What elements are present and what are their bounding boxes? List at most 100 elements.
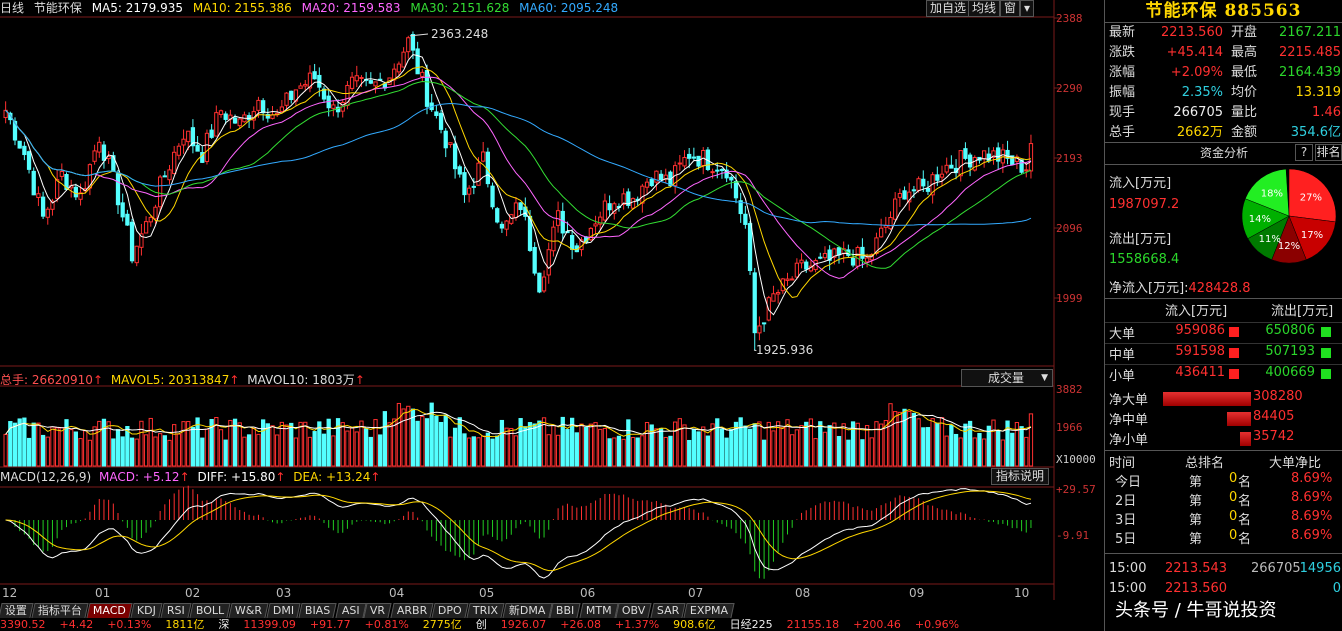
tab-dmi[interactable]: DMI — [266, 603, 302, 618]
candle-body — [232, 117, 238, 124]
tab-trix[interactable]: TRIX — [466, 603, 505, 618]
candle-body — [785, 278, 790, 281]
volume-tick: 1966 — [1056, 421, 1083, 434]
tab-new-dma[interactable]: 新DMA — [502, 603, 553, 618]
candle-body — [794, 262, 800, 278]
tab-indicator-platform[interactable]: 指标平台 — [31, 603, 89, 618]
net-flow-value: 84405 — [1253, 409, 1295, 424]
volume-bar — [991, 419, 996, 467]
volume-bar — [654, 428, 659, 467]
candle-body — [864, 257, 870, 263]
rank-time-header: 时间 — [1109, 456, 1136, 471]
tab-bbi[interactable]: BBI — [549, 603, 582, 618]
tab-rsi[interactable]: RSI — [160, 603, 192, 618]
volume-bar — [485, 432, 491, 467]
quote-panel: 节能环保 885563 最新 2213.560 开盘 2167.211 涨跌 +… — [1104, 0, 1342, 631]
candle-body — [921, 178, 926, 187]
net-flow-label: 净大单 — [1109, 393, 1149, 408]
volume-bar — [752, 423, 757, 467]
quote-row: 现手 266705 量比 1.46 — [1109, 103, 1341, 123]
candle-body — [593, 223, 598, 227]
candle-body — [490, 185, 495, 208]
candle-body — [761, 322, 767, 325]
volume-bar — [17, 418, 22, 467]
ma-line-button[interactable]: 均线 — [968, 0, 1001, 17]
volume-bar — [1024, 436, 1029, 467]
tab-obv[interactable]: OBV — [615, 603, 653, 618]
candle-body — [771, 293, 776, 302]
candle-body — [790, 278, 795, 281]
candle-body — [1028, 143, 1034, 172]
flow-table-row: 大单 959086 650806 — [1105, 322, 1342, 342]
up-arrow-icon: ↑ — [229, 373, 240, 387]
candle-body — [448, 142, 453, 146]
tab-mtm[interactable]: MTM — [579, 603, 619, 618]
volume-bar — [972, 437, 977, 467]
high-leader-line — [409, 33, 429, 37]
net-flow-label: 净小单 — [1109, 433, 1149, 448]
tab-kdj[interactable]: KDJ — [130, 603, 163, 618]
volume-bar — [808, 418, 814, 467]
add-watchlist-button[interactable]: 加自选 — [926, 0, 971, 17]
flow-order-type: 中单 — [1109, 348, 1136, 363]
candle-body — [907, 191, 912, 203]
dropdown-menu-button[interactable]: ▾ — [1020, 0, 1035, 17]
indicator-select[interactable]: 成交量 ▼ — [961, 369, 1053, 387]
quote-label: 量比 — [1231, 105, 1258, 120]
fund-analysis-header: 资金分析 ? 排名 — [1105, 143, 1342, 163]
volume-bar — [827, 425, 832, 467]
ma60-line — [5, 102, 1032, 227]
tab-boll[interactable]: BOLL — [189, 603, 231, 618]
volume-bar — [251, 428, 256, 467]
flow-out-value: 400669 — [1265, 365, 1315, 380]
volume-bar — [719, 428, 725, 467]
help-button[interactable]: ? — [1295, 144, 1313, 161]
volume-bar — [743, 425, 748, 467]
indicator-explain-button[interactable]: 指标说明 — [991, 468, 1050, 485]
tick-volume: 266705 — [1251, 561, 1301, 576]
kline-chart-canvas[interactable] — [0, 0, 1104, 600]
candle-body — [452, 143, 458, 170]
tab-arbr[interactable]: ARBR — [390, 603, 434, 618]
tab-wr[interactable]: W&R — [228, 603, 269, 618]
candle-body — [682, 157, 687, 167]
volume-bar — [143, 434, 149, 467]
volume-bar — [584, 426, 589, 467]
volume-bar — [537, 420, 542, 467]
net-inflow: 净流入[万元]:428428.8 — [1109, 277, 1251, 296]
tab-dpo[interactable]: DPO — [431, 603, 469, 618]
rank-row: 2日 第 0 名 8.69% — [1105, 490, 1342, 509]
volume-bar — [204, 428, 210, 467]
flow-order-type: 小单 — [1109, 369, 1136, 384]
tick-row: 15:00 2213.543 266705 14956 — [1105, 561, 1342, 580]
volume-bar — [326, 418, 331, 467]
rank-button[interactable]: 排名 — [1315, 144, 1342, 161]
quote-row: 振幅 2.35% 均价 13.319 — [1109, 83, 1341, 103]
volume-bar — [307, 436, 313, 467]
quote-value: 2215.485 — [1278, 45, 1341, 60]
candle-body — [92, 150, 97, 162]
tab-settings[interactable]: 设置 — [0, 603, 34, 618]
tab-asi[interactable]: ASI — [335, 603, 367, 618]
tab-sar[interactable]: SAR — [650, 603, 686, 618]
candle-body — [626, 191, 631, 206]
volume-bar — [630, 437, 636, 467]
green-square-icon — [1321, 348, 1331, 358]
volume-bar — [701, 426, 706, 467]
candle-body — [776, 292, 781, 295]
tab-vr[interactable]: VR — [363, 603, 393, 618]
volume-bar — [317, 421, 322, 467]
candle-body — [195, 144, 200, 152]
volume-bar — [855, 422, 860, 467]
rank-time: 2日 — [1115, 494, 1137, 509]
window-button[interactable]: 窗 — [1000, 0, 1021, 17]
volume-bar — [396, 402, 402, 467]
volume-bar — [982, 438, 987, 467]
volume-bar — [373, 419, 378, 467]
tab-macd[interactable]: MACD — [86, 603, 133, 618]
volume-bar — [1010, 432, 1015, 467]
volume-bar — [977, 432, 982, 467]
volume-bar — [888, 403, 893, 467]
tab-expma[interactable]: EXPMA — [683, 603, 735, 618]
tab-bias[interactable]: BIAS — [298, 603, 338, 618]
